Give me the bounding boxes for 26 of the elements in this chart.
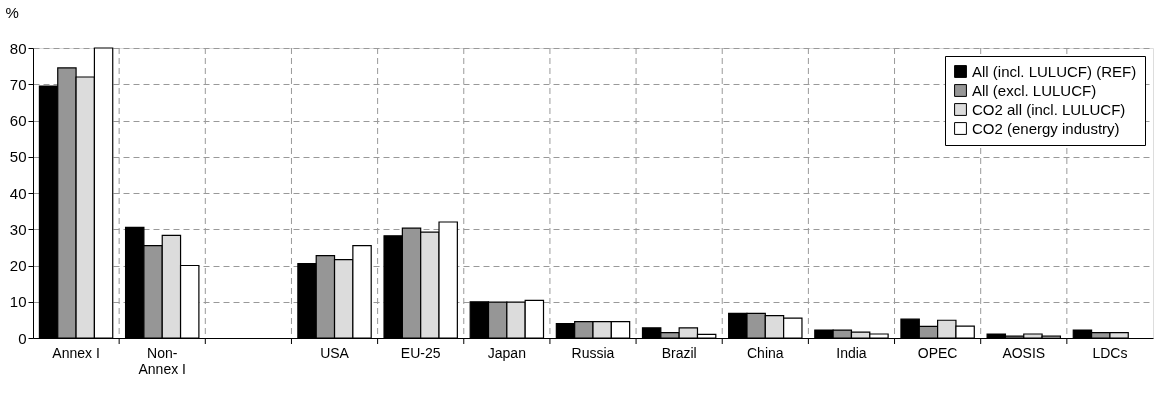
x-tick-label: EU-25: [400, 344, 441, 361]
legend-label: CO2 (energy industry): [972, 119, 1120, 137]
y-axis-title: %: [5, 3, 19, 21]
y-tick-label: 30: [9, 220, 27, 238]
x-tick-label: China: [747, 344, 784, 361]
x-tick-label: LDCs: [1092, 344, 1128, 361]
legend-label: All (incl. LULUCF) (REF): [972, 62, 1137, 80]
y-tick-label: 10: [9, 293, 27, 311]
y-tick-label: 60: [9, 112, 27, 129]
x-tick-label: AOSIS: [1002, 344, 1046, 361]
legend-label: CO2 all (incl. LULUCF): [972, 100, 1126, 118]
x-tick-label: OPEC: [917, 344, 958, 361]
x-tick-label: Annex I: [52, 344, 100, 361]
x-tick-label: Russia: [571, 344, 615, 361]
y-tick-label: 40: [9, 184, 27, 202]
y-tick-label: 0: [18, 329, 27, 347]
x-tick-label: Non-Annex I: [138, 344, 186, 377]
y-tick-label: 50: [9, 148, 27, 166]
legend-label: All (excl. LULUCF): [972, 81, 1097, 99]
y-tick-label: 80: [9, 39, 27, 57]
y-tick-label: 70: [9, 75, 27, 93]
x-tick-label: Japan: [487, 344, 526, 361]
x-tick-label: Brazil: [661, 344, 697, 361]
x-tick-label: USA: [320, 344, 350, 361]
y-tick-label: 20: [9, 257, 27, 274]
x-tick-label: India: [836, 344, 867, 361]
